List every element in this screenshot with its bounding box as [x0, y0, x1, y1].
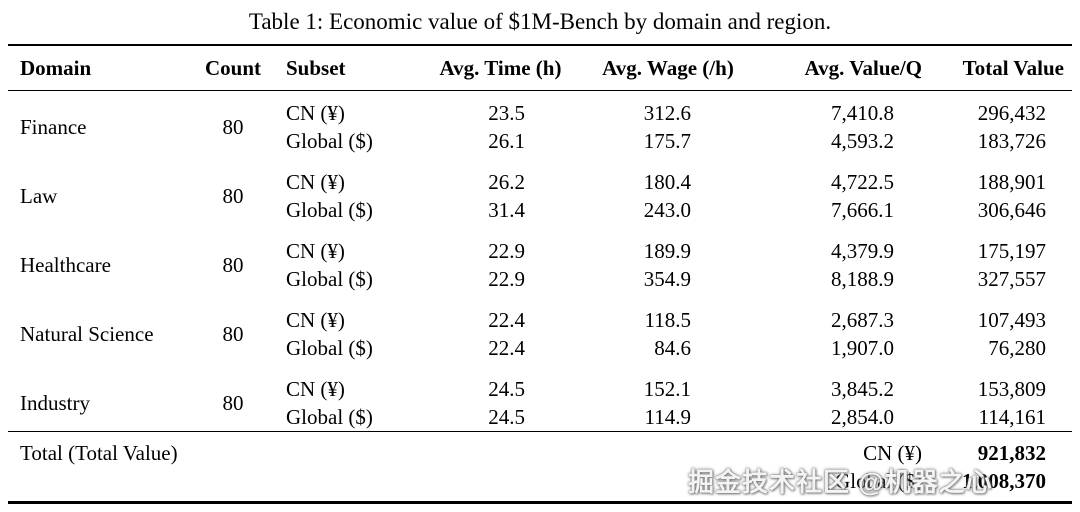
table-row: Finance 80 CN (¥) 23.5 312.6 7,410.8 296…	[8, 91, 1072, 139]
valueq-cell: 4,722.5	[831, 169, 894, 194]
subset-cell: CN (¥)	[286, 376, 345, 401]
valueq-cell: 7,666.1	[831, 197, 894, 222]
time-cell: 22.9	[488, 238, 525, 263]
wage-cell: 189.9	[643, 238, 691, 263]
subset-cell: Global ($)	[286, 266, 373, 291]
count-cell: 80	[222, 321, 244, 346]
table-caption: Table 1: Economic value of $1M-Bench by …	[248, 9, 832, 34]
col-header-avg-value-q: Avg. Value/Q	[804, 56, 922, 80]
col-header-count: Count	[204, 56, 262, 80]
table-row: Healthcare 80 CN (¥) 22.9 189.9 4,379.9 …	[8, 224, 1072, 277]
total-cell: 107,493	[977, 307, 1046, 332]
time-cell: 22.4	[488, 335, 525, 360]
domain-cell: Industry	[20, 390, 90, 415]
subset-cell: Global ($)	[286, 404, 373, 429]
valueq-cell: 4,593.2	[831, 128, 894, 153]
subset-cell: CN (¥)	[286, 100, 345, 125]
total-row: Global ($) 1,008,370	[8, 467, 1072, 503]
table-row: Industry 80 CN (¥) 24.5 152.1 3,845.2 15…	[8, 362, 1072, 415]
total-cell: 76,280	[988, 335, 1046, 360]
table-row: Global ($) 31.4 243.0 7,666.1 306,646	[8, 196, 1072, 224]
subset-cell: CN (¥)	[286, 238, 345, 263]
total-cell: 296,432	[977, 100, 1046, 125]
total-cell: 306,646	[977, 197, 1046, 222]
col-header-avg-wage: Avg. Wage (/h)	[602, 56, 734, 80]
domain-cell: Natural Science	[20, 321, 154, 346]
economic-value-table: Domain Count Subset Avg. Time (h) Avg. W…	[8, 44, 1072, 504]
time-cell: 22.4	[488, 307, 525, 332]
table-row: Global ($) 22.4 84.6 1,907.0 76,280	[8, 334, 1072, 362]
domain-cell: Finance	[20, 114, 87, 139]
total-subset-cell: CN (¥)	[863, 440, 922, 465]
time-cell: 31.4	[488, 197, 525, 222]
valueq-cell: 2,854.0	[831, 404, 894, 429]
domain-cell: Law	[20, 183, 58, 208]
valueq-cell: 3,845.2	[831, 376, 894, 401]
col-header-subset: Subset	[286, 56, 346, 80]
total-cell: 114,161	[978, 404, 1046, 429]
header-row: Domain Count Subset Avg. Time (h) Avg. W…	[8, 45, 1072, 91]
valueq-cell: 8,188.9	[831, 266, 894, 291]
col-header-domain: Domain	[20, 56, 92, 80]
wage-cell: 243.0	[643, 197, 691, 222]
wage-cell: 84.6	[654, 335, 691, 360]
subset-cell: Global ($)	[286, 197, 373, 222]
total-label: Total (Total Value)	[20, 440, 178, 465]
subset-cell: Global ($)	[286, 128, 373, 153]
time-cell: 24.5	[488, 376, 525, 401]
total-value-cell: 1,008,370	[962, 468, 1046, 493]
total-cell: 153,809	[977, 376, 1046, 401]
time-cell: 23.5	[488, 100, 525, 125]
time-cell: 26.1	[488, 128, 525, 153]
total-cell: 175,197	[977, 238, 1046, 263]
time-cell: 26.2	[488, 169, 525, 194]
count-cell: 80	[222, 252, 244, 277]
table-row: Global ($) 22.9 354.9 8,188.9 327,557	[8, 265, 1072, 293]
col-header-total-value: Total Value	[962, 56, 1064, 80]
subset-cell: CN (¥)	[286, 307, 345, 332]
total-cell: 183,726	[977, 128, 1046, 153]
spacer-cell	[8, 467, 753, 503]
table-row: Natural Science 80 CN (¥) 22.4 118.5 2,6…	[8, 293, 1072, 346]
wage-cell: 152.1	[643, 376, 691, 401]
count-cell: 80	[222, 390, 244, 415]
valueq-cell: 7,410.8	[831, 100, 894, 125]
total-subset-cell: Global ($)	[835, 468, 922, 493]
wage-cell: 354.9	[643, 266, 691, 291]
count-cell: 80	[222, 114, 244, 139]
subset-cell: CN (¥)	[286, 169, 345, 194]
wage-cell: 114.9	[644, 404, 691, 429]
valueq-cell: 4,379.9	[831, 238, 894, 263]
domain-cell: Healthcare	[20, 252, 111, 277]
valueq-cell: 1,907.0	[831, 335, 894, 360]
wage-cell: 312.6	[643, 100, 691, 125]
time-cell: 22.9	[488, 266, 525, 291]
col-header-avg-time: Avg. Time (h)	[439, 56, 562, 80]
table-row: Global ($) 26.1 175.7 4,593.2 183,726	[8, 127, 1072, 155]
wage-cell: 175.7	[643, 128, 691, 153]
count-cell: 80	[222, 183, 244, 208]
total-cell: 188,901	[977, 169, 1046, 194]
total-cell: 327,557	[977, 266, 1046, 291]
subset-cell: Global ($)	[286, 335, 373, 360]
wage-cell: 118.5	[644, 307, 691, 332]
table-row: Law 80 CN (¥) 26.2 180.4 4,722.5 188,901	[8, 155, 1072, 208]
valueq-cell: 2,687.3	[831, 307, 894, 332]
total-value-cell: 921,832	[977, 440, 1046, 465]
table-row: Global ($) 24.5 114.9 2,854.0 114,161	[8, 403, 1072, 432]
total-row: Total (Total Value) CN (¥) 921,832	[8, 431, 1072, 468]
wage-cell: 180.4	[643, 169, 691, 194]
time-cell: 24.5	[488, 404, 525, 429]
